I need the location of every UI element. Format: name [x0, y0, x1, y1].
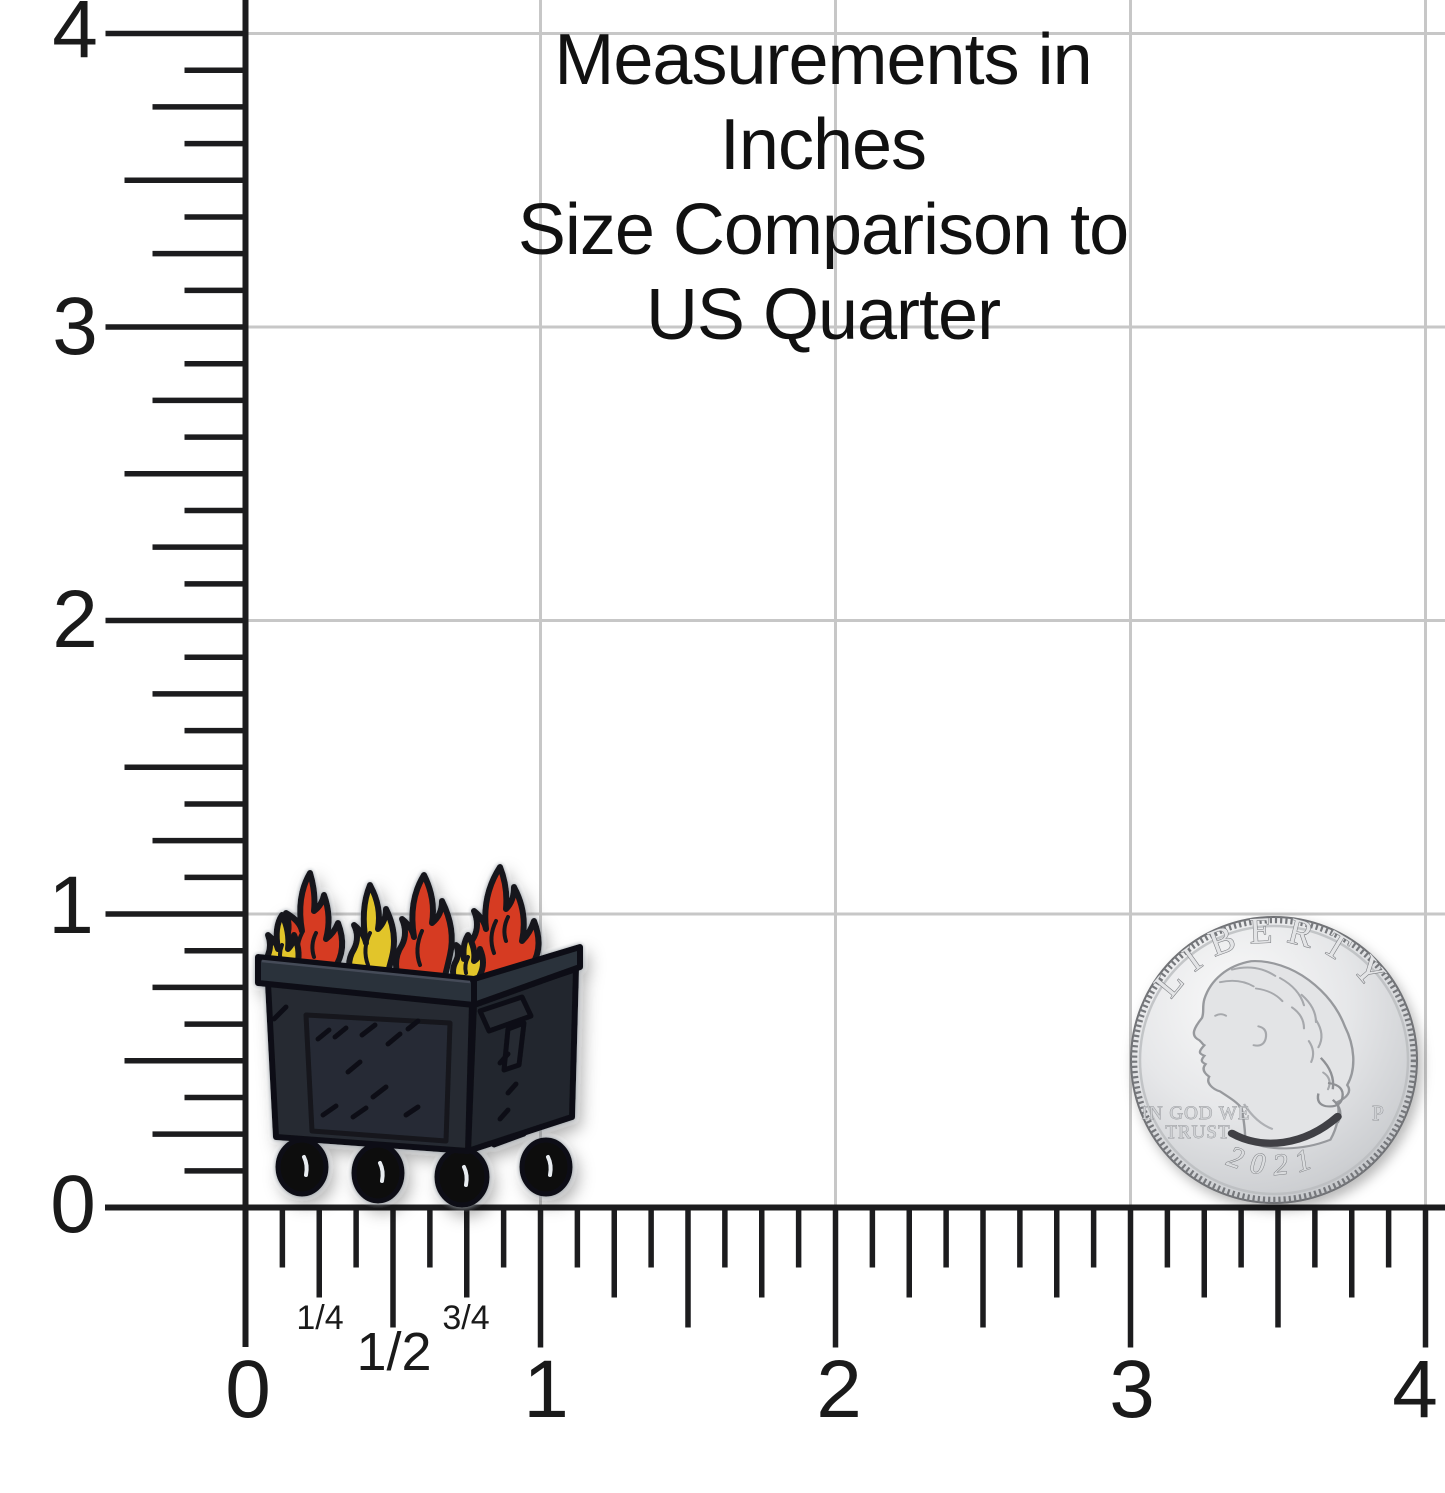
bottom-axis-label-1: 1: [523, 1344, 569, 1435]
bottom-ruler: [105, 1204, 1445, 1348]
dumpster-rim-highlight: [261, 959, 471, 984]
dumpster-side-hook: [501, 1020, 527, 1073]
coin-motto-line2: TRUST: [1165, 1122, 1230, 1143]
dumpster-wheel: [351, 1142, 405, 1204]
dumpster-fire-pin-graphic: [255, 864, 583, 1208]
bottom-axis-label-4: 4: [1392, 1344, 1438, 1435]
fraction-label-half: 1/2: [356, 1322, 432, 1382]
bust-truncation-shadow: [1227, 1112, 1342, 1147]
bottom-axis-label-2: 2: [816, 1344, 862, 1435]
dumpster-wheel: [275, 1137, 329, 1197]
washington-bust: [1192, 960, 1355, 1150]
left-axis-label-1: 1: [48, 860, 94, 951]
flame-red-right: [465, 864, 542, 982]
left-axis-label-0: 0: [50, 1159, 96, 1250]
coin-inner-rim: [1138, 924, 1410, 1196]
pin-flames: [262, 864, 542, 990]
dumpster-wheel: [434, 1146, 490, 1208]
flame-yellow-center: [346, 882, 397, 988]
dumpster-wheel: [519, 1137, 573, 1197]
dumpster-side-bracket: [477, 994, 534, 1034]
left-axis-label-3: 3: [52, 281, 98, 372]
diagram-title: Measurements in Inches Size Comparison t…: [512, 18, 1134, 358]
coin-mint-mark: P: [1372, 1101, 1384, 1125]
wheel-highlights: [302, 1155, 553, 1187]
bottom-axis-label-0: 0: [225, 1344, 271, 1435]
bust-neck-shadow: [1242, 1103, 1274, 1131]
us-quarter-graphic: LIBERTY IN GOD WE TRUST P 2021: [1130, 909, 1418, 1204]
title-line-1: Measurements in Inches: [554, 20, 1092, 185]
dumpster-scratches: [271, 1004, 527, 1148]
coin-motto-line1: IN GOD WE: [1142, 1103, 1251, 1124]
left-axis-label-2: 2: [52, 574, 98, 665]
fraction-label-quarter: 1/4: [296, 1299, 344, 1337]
bust-detail-lines: [1214, 966, 1331, 1091]
dumpster-rim-side: [471, 944, 583, 1008]
bottom-axis-label-3: 3: [1109, 1344, 1155, 1435]
title-line-2: Size Comparison to US Quarter: [517, 190, 1129, 355]
fraction-label-three-quarter: 3/4: [442, 1299, 490, 1337]
left-axis-label-4: 4: [52, 0, 98, 75]
pin-dumpster-body: [255, 944, 583, 1208]
left-ruler: [105, 0, 249, 1347]
coin-reeded-edge: [1130, 916, 1418, 1204]
